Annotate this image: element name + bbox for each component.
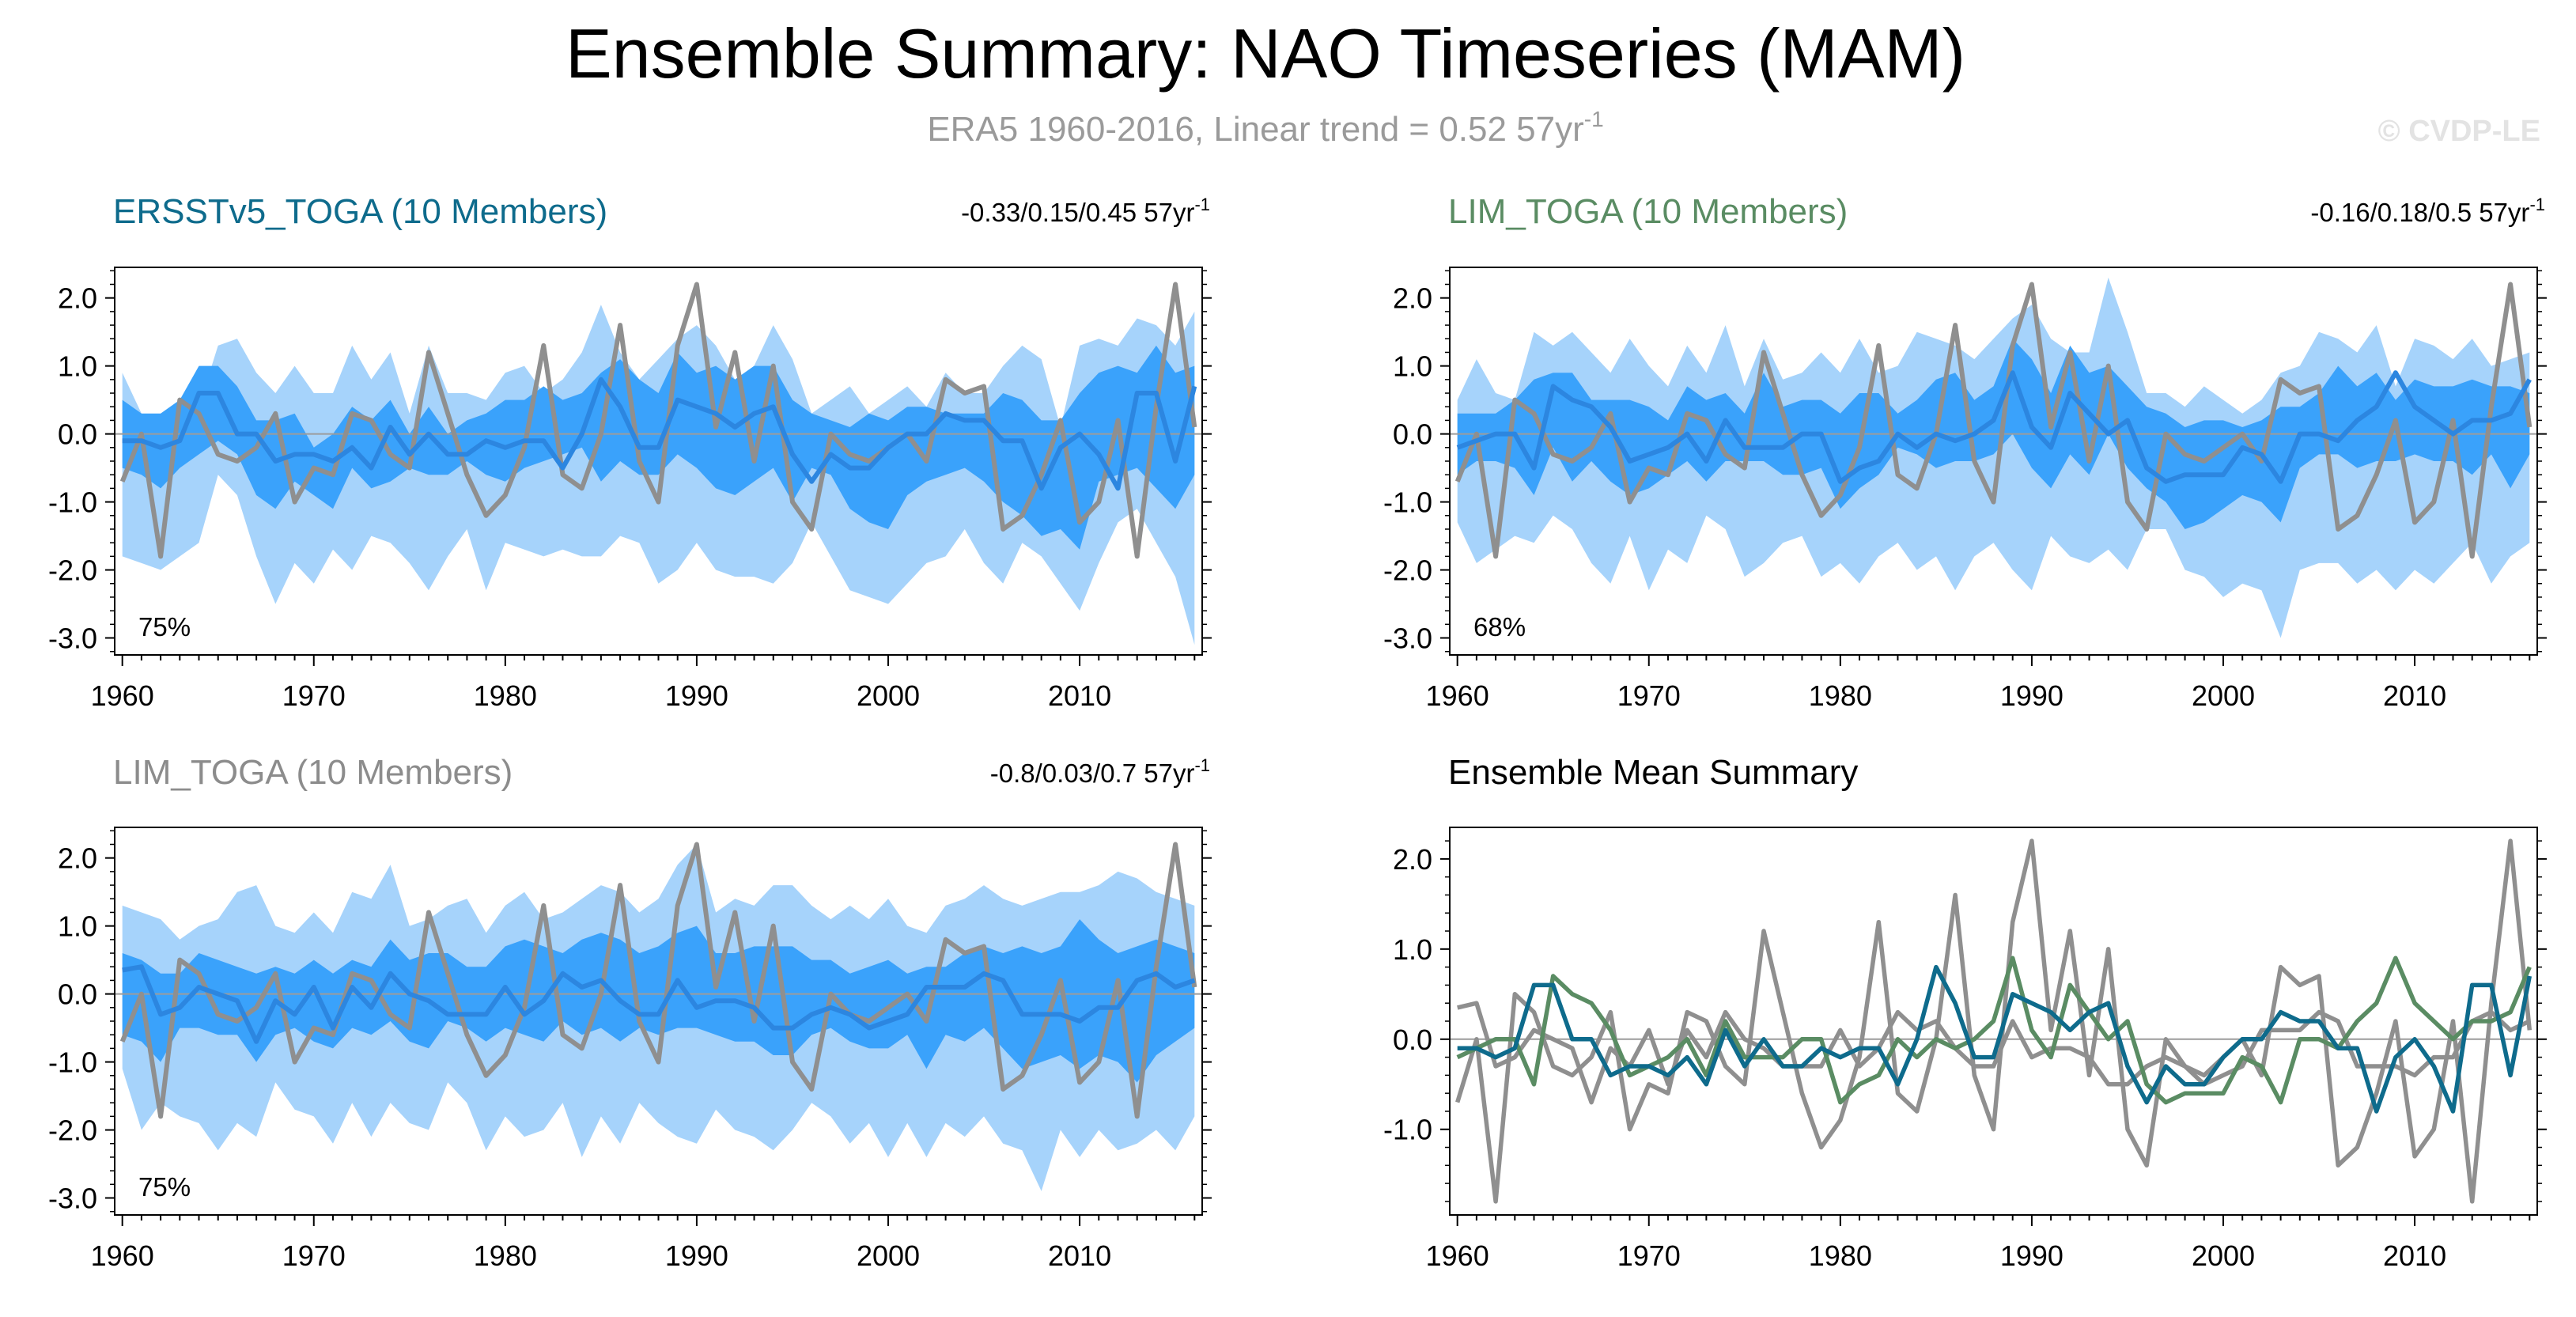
y-tick-label: -1.0	[48, 1046, 97, 1079]
y-tick-label: 2.0	[1393, 282, 1432, 315]
panel-title: LIM_TOGA (10 Members)	[113, 753, 513, 792]
x-tick-label: 2010	[2383, 679, 2446, 712]
x-tick-label: 1990	[665, 1239, 728, 1272]
trend-label: -0.16/0.18/0.5 57yr-1	[2310, 195, 2545, 227]
summary-ersst-mean-line	[1457, 964, 2532, 1114]
observed-line	[119, 282, 1197, 559]
ensemble-mean-line	[122, 964, 1196, 1044]
y-tick-label: 1.0	[58, 350, 97, 383]
x-tick-label: 2000	[2192, 1239, 2255, 1272]
y-tick-label: -3.0	[48, 1183, 97, 1215]
summary-lim-grey-mean-line	[1457, 1001, 2531, 1105]
subtitle-superscript: -1	[1584, 107, 1604, 131]
observed-line	[119, 842, 1197, 1119]
percent-label: 75%	[138, 612, 191, 641]
trend-label: -0.8/0.03/0.7 57yr-1	[990, 755, 1210, 788]
x-tick-label: 1980	[1809, 679, 1872, 712]
panel-LIM_TOGA_1: 1960 1970 1980 1990 2000 2010 2.0 1.0 0.0 -1.0 -2.…	[1383, 192, 2547, 712]
plot-area	[115, 842, 1202, 1191]
x-tick-label: 1980	[474, 1239, 537, 1272]
x-tick-label: 2010	[1048, 679, 1111, 712]
y-tick-label: 0.0	[58, 418, 97, 451]
x-tick-label: 2010	[2383, 1239, 2446, 1272]
y-tick-label: -2.0	[48, 554, 97, 587]
summary-lim-mean-line	[1456, 956, 2532, 1105]
x-tick-label: 1970	[1617, 679, 1681, 712]
trend-superscript: -1	[2529, 195, 2545, 214]
panels-group: 1960 1970 1980 1990 2000 2010 2.0 1.0 0.0 -1.0 -2.…	[48, 192, 2547, 1272]
figure-subtitle: ERA5 1960-2016, Linear trend = 0.52 57yr…	[927, 107, 1603, 149]
outer-spread-band	[1457, 277, 2530, 638]
y-tick-label: -2.0	[48, 1115, 97, 1147]
subtitle-main: ERA5 1960-2016, Linear trend = 0.52 57yr	[927, 110, 1583, 149]
panel-title: ERSSTv5_TOGA (10 Members)	[113, 192, 607, 231]
x-tick-label: 1990	[665, 679, 728, 712]
watermark: © CVDP-LE	[2378, 115, 2540, 148]
percent-label: 75%	[138, 1172, 191, 1202]
y-tick-label: 0.0	[58, 978, 97, 1011]
x-tick-label: 2000	[2192, 679, 2255, 712]
outer-spread-band	[122, 305, 1195, 645]
x-tick-label: 1970	[282, 1239, 346, 1272]
y-tick-label: 1.0	[1393, 933, 1432, 966]
figure-title: Ensemble Summary: NAO Timeseries (MAM)	[566, 14, 1965, 93]
trend-text: -0.16/0.18/0.5 57yr	[2310, 198, 2529, 227]
y-tick-label: 0.0	[1393, 418, 1432, 451]
y-tick-label: -3.0	[1383, 623, 1432, 655]
x-tick-label: 1960	[91, 1239, 154, 1272]
y-tick-label: 1.0	[1393, 350, 1432, 383]
x-tick-label: 1980	[474, 679, 537, 712]
y-tick-label: -3.0	[48, 623, 97, 655]
ensemble-mean-line	[1456, 370, 2532, 484]
panel-ensemble_mean_summary: 1960 1970 1980 1990 2000 2010 2.0 1.0 0.0 -1.0 Ens…	[1383, 753, 2547, 1272]
y-tick-label: 2.0	[58, 282, 97, 315]
percent-label: 68%	[1473, 612, 1526, 641]
y-tick-label: 2.0	[1393, 843, 1432, 876]
x-tick-label: 1990	[2000, 679, 2063, 712]
panel-ERSSTv5: 1960 1970 1980 1990 2000 2010 2.0 1.0 0.0 -1.0 -2.…	[48, 192, 1212, 712]
x-tick-label: 1980	[1809, 1239, 1872, 1272]
trend-superscript: -1	[1194, 195, 1210, 214]
y-tick-label: -1.0	[48, 486, 97, 519]
x-tick-label: 1970	[282, 679, 346, 712]
inner-spread-band	[122, 919, 1195, 1083]
panel-title: Ensemble Mean Summary	[1448, 753, 1858, 792]
panel-title: LIM_TOGA (10 Members)	[1448, 192, 1848, 231]
x-tick-label: 2010	[1048, 1239, 1111, 1272]
y-tick-label: 1.0	[58, 910, 97, 943]
y-tick-label: 2.0	[58, 842, 97, 875]
ensemble-mean-line	[122, 377, 1197, 491]
observed-line	[1454, 282, 2532, 559]
y-tick-label: -2.0	[1383, 554, 1432, 587]
x-tick-label: 1970	[1617, 1239, 1681, 1272]
x-tick-label: 1990	[2000, 1239, 2063, 1272]
plot-area	[1450, 277, 2537, 638]
y-tick-label: 0.0	[1393, 1024, 1432, 1056]
trend-text: -0.33/0.15/0.45 57yr	[961, 198, 1194, 227]
trend-superscript: -1	[1194, 755, 1210, 775]
x-tick-label: 2000	[857, 679, 920, 712]
plot-area	[1450, 838, 2537, 1204]
x-tick-label: 1960	[91, 679, 154, 712]
y-tick-label: -1.0	[1383, 486, 1432, 519]
x-tick-label: 1960	[1426, 1239, 1489, 1272]
panel-LIM_TOGA_2: 1960 1970 1980 1990 2000 2010 2.0 1.0 0.0 -1.0 -2.…	[48, 753, 1212, 1272]
y-tick-label: -1.0	[1383, 1114, 1432, 1146]
summary-observed-line	[1455, 838, 2532, 1204]
trend-text: -0.8/0.03/0.7 57yr	[990, 759, 1195, 788]
trend-label: -0.33/0.15/0.45 57yr-1	[961, 195, 1210, 227]
plot-area	[115, 282, 1202, 645]
x-tick-label: 1960	[1426, 679, 1489, 712]
x-tick-label: 2000	[857, 1239, 920, 1272]
